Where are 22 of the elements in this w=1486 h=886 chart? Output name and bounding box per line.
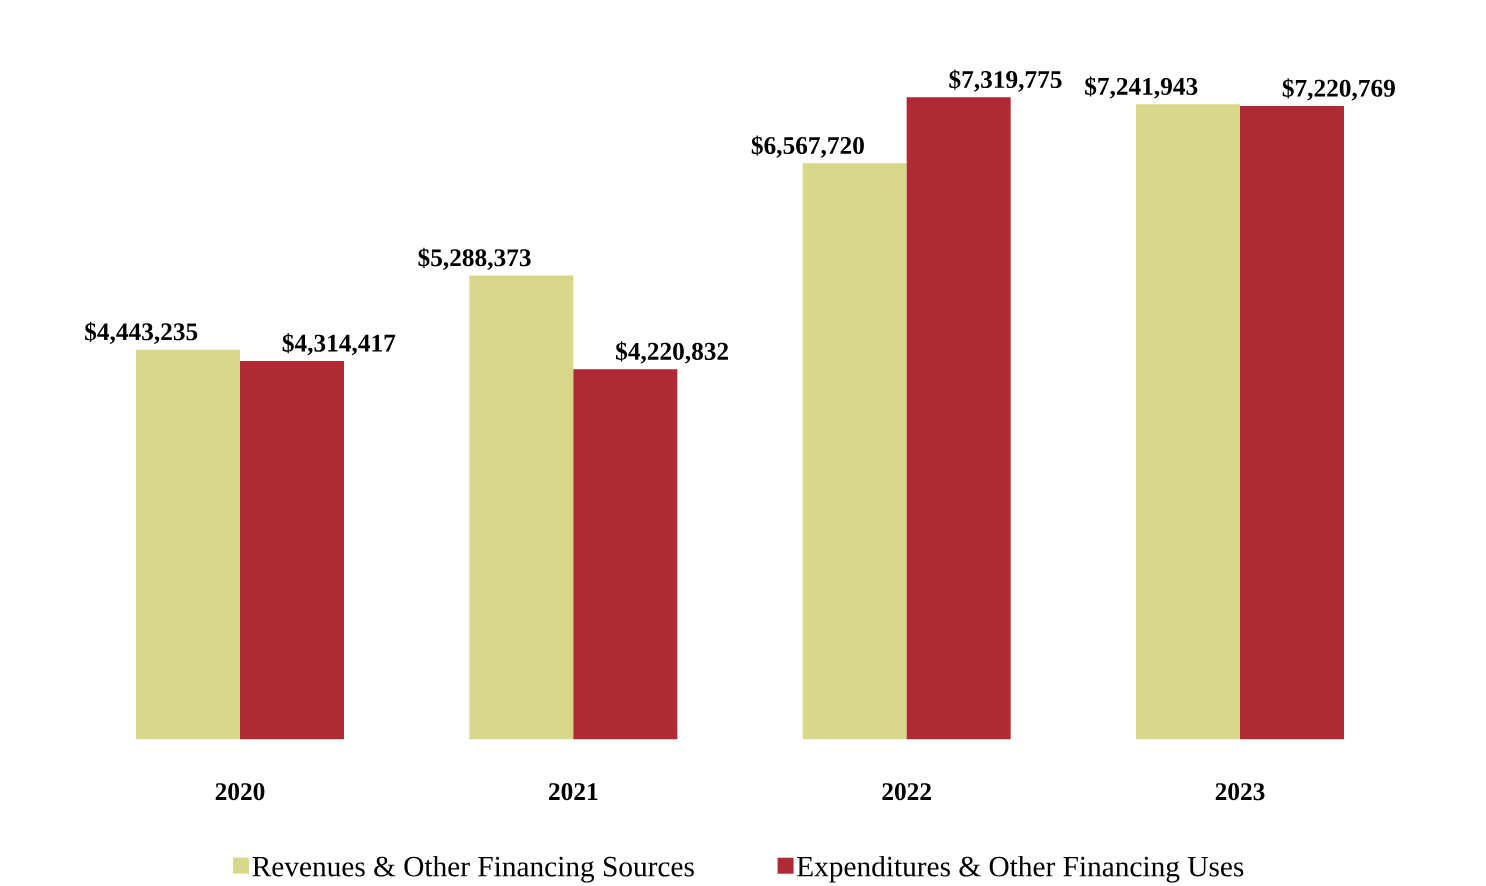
data-label: $4,314,417 <box>282 333 396 356</box>
bar <box>136 349 240 740</box>
data-label: $5,288,373 <box>418 247 531 270</box>
bar <box>1240 106 1345 740</box>
bar <box>240 360 344 740</box>
data-label: $7,220,769 <box>1282 78 1395 101</box>
bar <box>469 275 574 740</box>
x-tick-label: 2022 <box>882 783 931 801</box>
x-tick-label: 2021 <box>549 783 598 801</box>
data-label: $4,220,832 <box>616 341 729 364</box>
bar <box>1136 104 1241 740</box>
data-label: $7,319,775 <box>949 69 1062 92</box>
data-label: $7,241,943 <box>1085 76 1198 99</box>
x-tick-label: 2020 <box>215 783 265 801</box>
data-label: $4,443,235 <box>85 321 198 345</box>
legend-label: Revenues & Other Financing Sources <box>252 855 694 883</box>
bar <box>802 163 907 740</box>
bar <box>573 369 678 740</box>
x-tick-label: 2023 <box>1215 783 1265 801</box>
bar <box>906 97 1011 740</box>
data-label: $6,567,720 <box>751 135 864 158</box>
legend-label: Expenditures & Other Financing Uses <box>797 855 1244 883</box>
